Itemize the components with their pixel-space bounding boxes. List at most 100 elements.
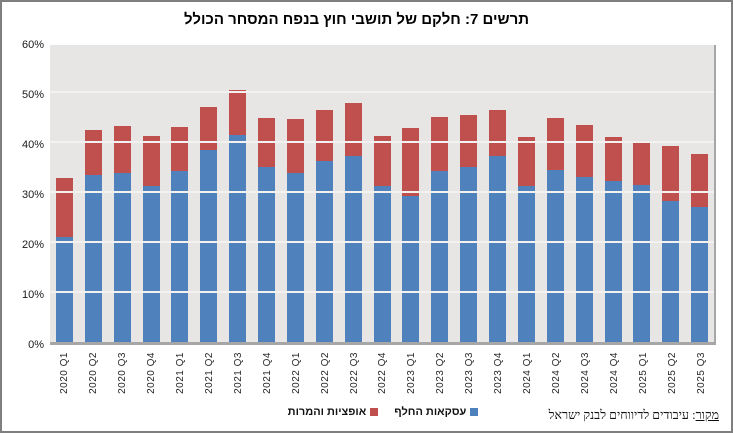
- x-slot: 2024 Q3: [571, 352, 600, 404]
- bar-segment: [546, 169, 564, 342]
- gridline: [50, 141, 714, 143]
- x-slot: 2024 Q1: [513, 352, 542, 404]
- y-tick-label: 50%: [21, 89, 44, 101]
- y-tick-label: 10%: [21, 289, 44, 301]
- x-slot: 2020 Q1: [50, 352, 79, 404]
- legend-swatch-icon: [370, 408, 379, 416]
- x-tick-label: 2023 Q1: [406, 352, 418, 394]
- x-tick-label: 2024 Q2: [551, 352, 563, 394]
- stacked-bar: [258, 117, 276, 342]
- stacked-bar: [229, 90, 247, 342]
- bar-segment: [431, 117, 449, 171]
- bar-segment: [373, 136, 391, 186]
- bar-segment: [662, 145, 680, 201]
- bar-slot: [656, 45, 685, 342]
- stacked-bar: [373, 136, 391, 342]
- bar-segment: [431, 170, 449, 342]
- x-tick-label: 2024 Q4: [609, 352, 621, 394]
- bar-segment: [113, 172, 131, 342]
- bar-slot: [628, 45, 657, 342]
- bar-segment: [344, 103, 362, 156]
- bar-segment: [55, 237, 73, 342]
- bar-segment: [200, 149, 218, 342]
- x-tick-label: 2025 Q1: [638, 352, 650, 394]
- stacked-bar: [546, 117, 564, 342]
- x-slot: 2021 Q2: [195, 352, 224, 404]
- bar-slot: [541, 45, 570, 342]
- stacked-bar: [604, 136, 622, 342]
- bar-segment: [662, 200, 680, 342]
- bar-segment: [142, 186, 160, 342]
- bar-segment: [84, 174, 102, 342]
- x-tick-label: 2022 Q3: [348, 352, 360, 394]
- bar-segment: [575, 124, 593, 177]
- stacked-bar: [84, 129, 102, 342]
- bar-segment: [489, 109, 507, 156]
- bar-slot: [685, 45, 714, 342]
- bar-slot: [281, 45, 310, 342]
- stacked-bar: [200, 107, 218, 342]
- legend-label: אופציות והמרות: [287, 406, 367, 418]
- y-tick-label: 30%: [21, 189, 44, 201]
- x-tick-label: 2024 Q3: [580, 352, 592, 394]
- bar-segment: [546, 117, 564, 170]
- y-tick-label: 20%: [21, 239, 44, 251]
- bar-slot: [50, 45, 79, 342]
- bar-segment: [691, 207, 709, 342]
- x-tick-label: 2023 Q4: [493, 352, 505, 394]
- bar-slot: [194, 45, 223, 342]
- x-tick-label: 2020 Q2: [87, 352, 99, 394]
- gridline: [50, 241, 714, 243]
- bar-slot: [599, 45, 628, 342]
- x-slot: 2020 Q2: [79, 352, 108, 404]
- stacked-bar: [460, 114, 478, 342]
- bar-slot: [368, 45, 397, 342]
- bar-slot: [79, 45, 108, 342]
- x-slot: 2024 Q2: [542, 352, 571, 404]
- x-slot: 2024 Q4: [600, 352, 629, 404]
- bar-segment: [402, 128, 420, 196]
- stacked-bar: [431, 117, 449, 342]
- x-tick-label: 2022 Q1: [290, 352, 302, 394]
- bar-segment: [84, 129, 102, 175]
- stacked-bar: [489, 109, 507, 342]
- x-tick-label: 2025 Q2: [666, 352, 678, 394]
- bar-segment: [460, 167, 478, 342]
- x-slot: 2023 Q3: [455, 352, 484, 404]
- x-slot: 2023 Q2: [426, 352, 455, 404]
- stacked-bar: [662, 145, 680, 342]
- x-axis: 2020 Q1 2020 Q2 2020 Q3 2020 Q4 2021 Q1 2021 …: [50, 352, 716, 404]
- stacked-bar: [402, 128, 420, 342]
- x-slot: 2022 Q2: [311, 352, 340, 404]
- stacked-bar: [171, 126, 189, 342]
- x-slot: 2020 Q4: [137, 352, 166, 404]
- bar-segment: [55, 178, 73, 237]
- bar-slot: [512, 45, 541, 342]
- gridline: [50, 291, 714, 293]
- bar-segment: [315, 160, 333, 342]
- bar-segment: [113, 125, 131, 173]
- bar-segment: [200, 107, 218, 150]
- source-text: : עיבודים לדיווחים לבנק ישראל: [548, 408, 696, 422]
- x-tick-label: 2023 Q3: [464, 352, 476, 394]
- bar-segment: [142, 136, 160, 186]
- bar-segment: [315, 109, 333, 161]
- bar-slot: [454, 45, 483, 342]
- bar-segment: [517, 185, 535, 342]
- bar-slot: [252, 45, 281, 342]
- x-tick-label: 2025 Q3: [695, 352, 707, 394]
- bar-segment: [460, 114, 478, 167]
- source-note: מקור: עיבודים לדיווחים לבנק ישראל: [549, 408, 719, 423]
- x-slot: 2021 Q3: [224, 352, 253, 404]
- stacked-bar: [286, 118, 304, 342]
- legend-item: עסקאות החלף: [394, 406, 479, 418]
- y-axis: 0% 10% 20% 30% 40% 50% 60%: [2, 2, 44, 431]
- x-slot: 2021 Q1: [166, 352, 195, 404]
- bar-segment: [286, 118, 304, 173]
- x-tick-label: 2020 Q3: [116, 352, 128, 394]
- x-tick-label: 2022 Q2: [319, 352, 331, 394]
- x-slot: 2020 Q3: [108, 352, 137, 404]
- x-slot: 2022 Q1: [282, 352, 311, 404]
- x-tick-label: 2022 Q4: [377, 352, 389, 394]
